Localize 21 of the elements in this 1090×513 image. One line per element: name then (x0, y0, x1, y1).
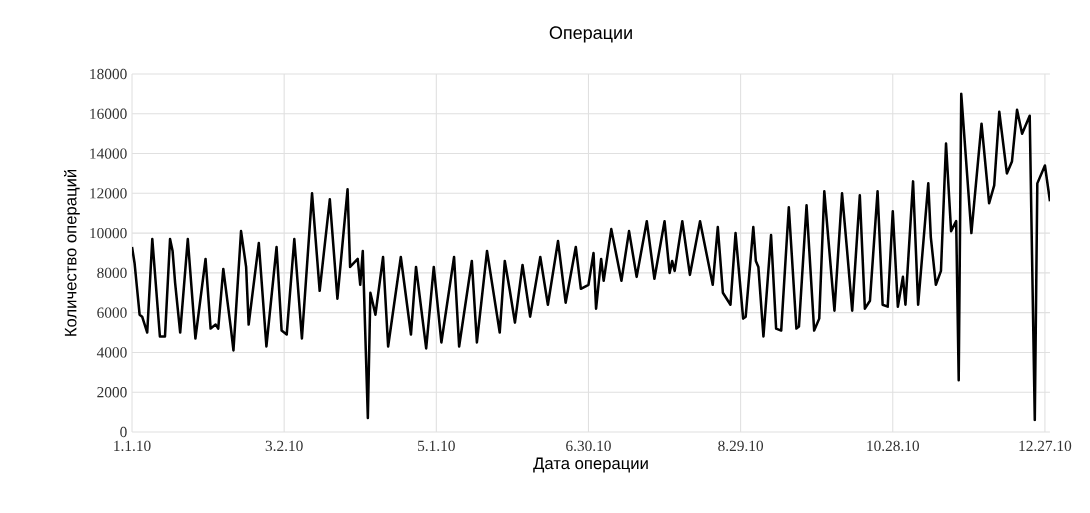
y-tick-label: 0 (120, 426, 127, 438)
y-tick-label: 8000 (97, 267, 127, 279)
x-tick-label: 3.2.10 (265, 440, 303, 452)
y-tick-label: 6000 (97, 307, 127, 318)
y-axis-title: Количество операций (63, 169, 80, 336)
x-tick-label: 8.29.10 (718, 440, 764, 452)
chart-title: Операции (549, 26, 632, 43)
y-tick-label: 10000 (90, 227, 127, 239)
y-tick-label: 2000 (97, 387, 127, 398)
x-tick-label: 5.1.10 (418, 440, 455, 452)
x-axis-title: Дата операции (533, 457, 648, 473)
line-series (132, 92, 1050, 422)
x-tick-label: 10.28.10 (867, 440, 920, 452)
y-tick-label: 12000 (90, 188, 127, 199)
x-tick-label: 6.30.10 (566, 440, 611, 452)
x-tick-label: 12.27.10 (1019, 440, 1072, 452)
y-tick-label: 4000 (96, 347, 127, 358)
y-tick-label: 16000 (90, 108, 127, 119)
x-tick-label: 1.1.10 (114, 440, 151, 452)
y-tick-label: 14000 (90, 148, 127, 159)
y-tick-label: 18000 (90, 68, 127, 80)
